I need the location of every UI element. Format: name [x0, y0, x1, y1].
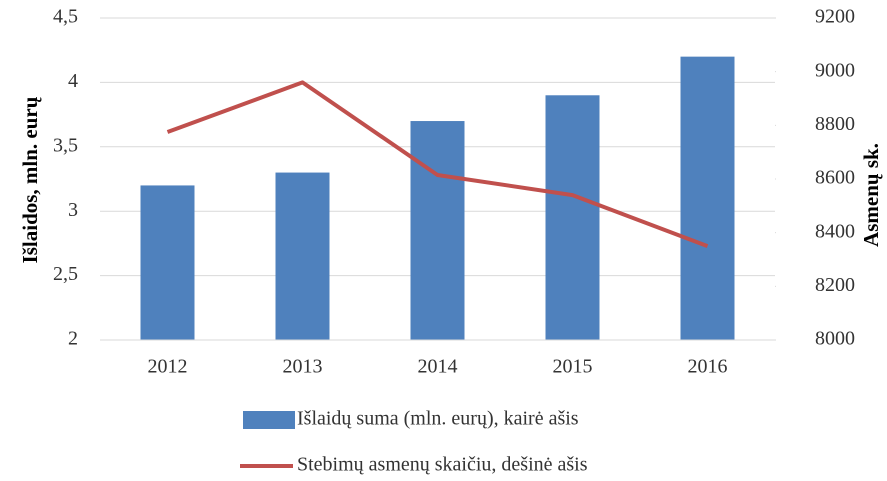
- bar: [140, 185, 195, 340]
- x-tick-label: 2014: [418, 356, 458, 378]
- y-tick-label: 4: [68, 70, 78, 92]
- y-tick-label: 2,5: [53, 263, 78, 285]
- y2-tick-label: 8600: [815, 167, 855, 189]
- y2-tick-label: 8200: [815, 274, 855, 296]
- y-tick-label: 4,5: [53, 6, 78, 28]
- y2-axis-title: Asmenų sk.: [859, 143, 883, 247]
- legend-swatch: [243, 411, 295, 429]
- y2-tick-label: 8400: [815, 220, 855, 242]
- y2-tick-label: 8800: [815, 113, 855, 135]
- y2-tick-label: 9200: [815, 6, 855, 28]
- x-tick-label: 2015: [553, 356, 593, 378]
- x-tick-label: 2013: [283, 356, 323, 378]
- y-tick-label: 3: [68, 199, 78, 221]
- y2-tick-label: 9000: [815, 59, 855, 81]
- y-tick-label: 2: [68, 328, 78, 350]
- bar: [410, 121, 465, 340]
- x-tick-label: 2012: [148, 356, 188, 378]
- y-axis-title: Išlaidos, mln. eurų: [18, 96, 42, 263]
- bar: [275, 172, 330, 340]
- y2-tick-label: 8000: [815, 328, 855, 350]
- legend-label: Stebimų asmenų skaičiu, dešinė ašis: [297, 454, 588, 476]
- legend-label: Išlaidų suma (mln. eurų), kairė ašis: [297, 408, 579, 430]
- y-tick-label: 3,5: [53, 134, 78, 156]
- bar: [545, 95, 600, 340]
- x-tick-label: 2016: [688, 356, 728, 378]
- line-series: [166, 80, 709, 248]
- bar: [680, 56, 735, 340]
